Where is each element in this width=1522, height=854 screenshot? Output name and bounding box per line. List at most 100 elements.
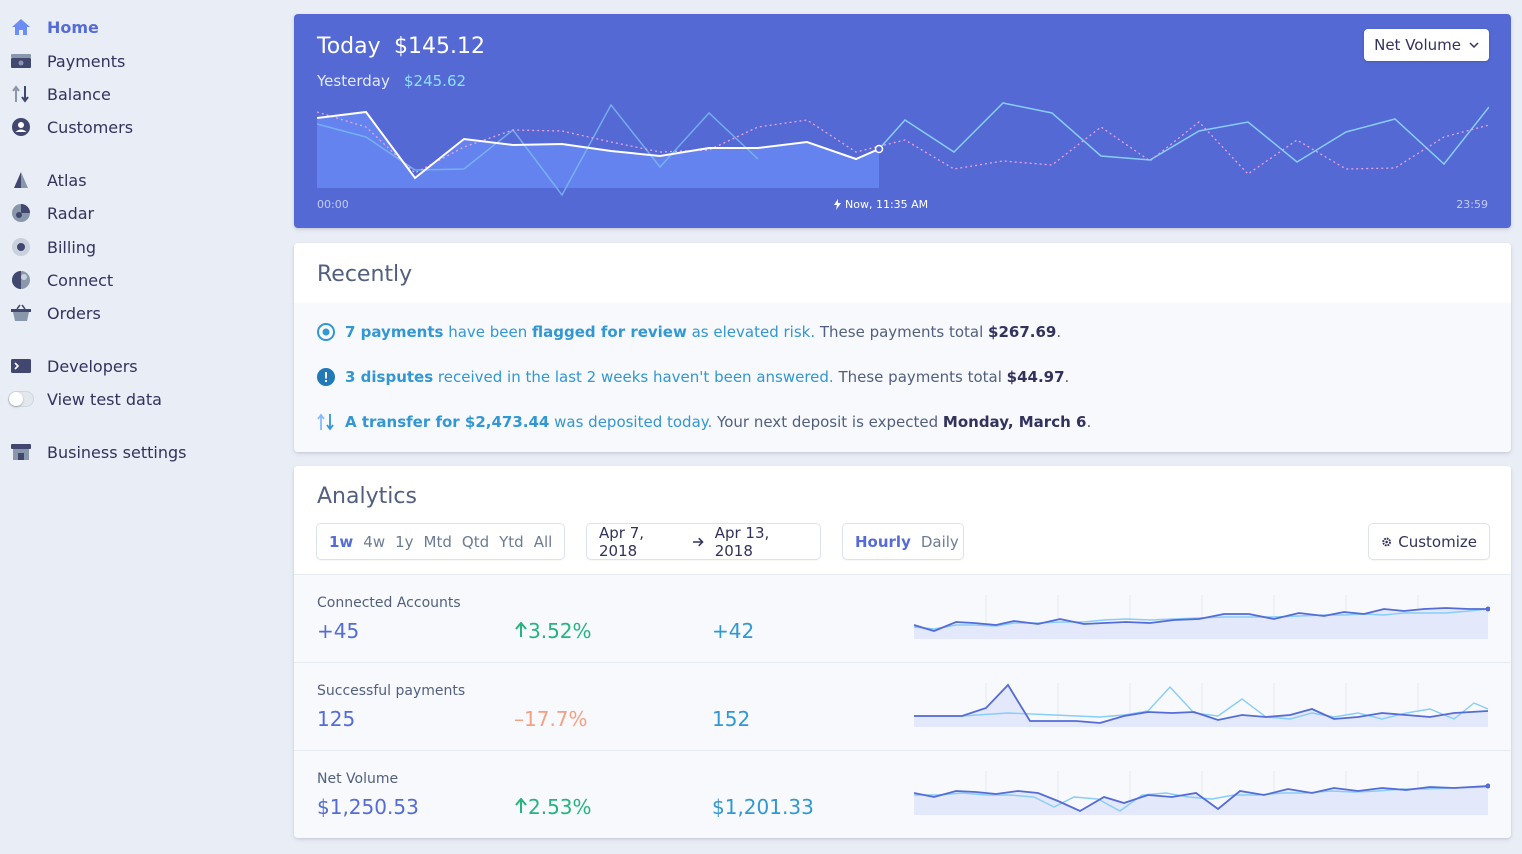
recently-card: Recently 7 payments have been flagged fo… — [294, 243, 1511, 452]
sidebar-item-view-test-data[interactable]: View test data — [7, 386, 162, 412]
sidebar-item-customers[interactable]: Customers — [10, 114, 133, 140]
review-link[interactable]: flagged for review — [532, 323, 687, 341]
sidebar-item-label: Balance — [47, 84, 111, 104]
alert-icon — [317, 368, 335, 386]
metric-row-net-volume[interactable]: Net Volume $1,250.53 2.53% $1,201.33 — [294, 750, 1511, 838]
today-value: $145.12 — [394, 34, 485, 59]
recently-list: 7 payments have been flagged for review … — [294, 303, 1511, 452]
net-volume-sparkline — [914, 771, 1490, 815]
date-to: Apr 13, 2018 — [714, 523, 770, 560]
sidebar-item-developers[interactable]: Developers — [10, 353, 138, 379]
date-range-picker[interactable]: Apr 7, 2018 Apr 13, 2018 — [587, 523, 820, 560]
row-text: These payments total — [833, 368, 1007, 386]
range-selector: 1w 4w 1y Mtd Qtd Ytd All — [317, 524, 564, 559]
range-ytd[interactable]: Ytd — [499, 532, 524, 551]
payments-icon — [10, 50, 32, 72]
granularity-daily[interactable]: Daily — [920, 532, 959, 551]
metric-previous: 152 — [712, 707, 751, 731]
sidebar-item-billing[interactable]: Billing — [10, 234, 96, 260]
range-mtd[interactable]: Mtd — [423, 532, 452, 551]
customers-icon — [10, 116, 32, 138]
metric-label: Successful payments — [317, 683, 466, 699]
axis-start-label: 00:00 — [317, 198, 349, 211]
sidebar-item-connect[interactable]: Connect — [10, 267, 113, 293]
date-from: Apr 7, 2018 — [599, 523, 645, 560]
sidebar-item-payments[interactable]: Payments — [10, 48, 125, 74]
now-time: Now, 11:35 AM — [845, 198, 929, 211]
metric-previous: $1,201.33 — [712, 795, 814, 819]
home-icon — [10, 16, 32, 38]
yesterday-line — [878, 102, 1489, 166]
row-amount: $44.97 — [1006, 368, 1065, 386]
range-all[interactable]: All — [533, 532, 553, 551]
sidebar-item-orders[interactable]: Orders — [10, 300, 101, 326]
successful-payments-sparkline — [914, 683, 1489, 727]
radar-eye-icon — [317, 323, 335, 341]
sidebar-item-home[interactable]: Home — [10, 14, 99, 40]
yesterday-partial-line — [317, 103, 759, 197]
arrow-up-icon — [515, 797, 527, 813]
range-4w[interactable]: 4w — [363, 532, 386, 551]
connect-icon — [10, 269, 32, 291]
balance-icon — [10, 83, 32, 105]
metric-row-connected-accounts[interactable]: Connected Accounts +45 3.52% +42 — [294, 574, 1511, 662]
customize-button[interactable]: Customize — [1369, 524, 1489, 559]
row-text: have been — [443, 323, 533, 341]
range-1y[interactable]: 1y — [395, 532, 414, 551]
connected-accounts-sparkline — [914, 595, 1490, 639]
billing-icon — [10, 236, 32, 258]
lightning-icon — [834, 199, 841, 210]
yesterday-label: Yesterday — [317, 72, 390, 90]
sidebar-item-atlas[interactable]: Atlas — [10, 167, 87, 193]
sidebar-item-label: Atlas — [47, 170, 87, 190]
sidebar-item-business-settings[interactable]: Business settings — [10, 439, 186, 465]
metric-previous: +42 — [712, 619, 755, 643]
list-item: A transfer for $2,473.44 was deposited t… — [317, 413, 1091, 431]
metric-value: $1,250.53 — [317, 795, 419, 819]
sidebar-item-label: Radar — [47, 203, 95, 223]
metric-change: 2.53% — [514, 795, 592, 819]
sidebar-item-label: View test data — [47, 389, 162, 409]
net-volume-dropdown[interactable]: Net Volume — [1364, 29, 1489, 61]
gear-icon — [1382, 537, 1391, 546]
analytics-card: Analytics 1w 4w 1y Mtd Qtd Ytd All Apr 7… — [294, 466, 1511, 838]
sidebar-item-radar[interactable]: Radar — [10, 200, 94, 226]
granularity-hourly[interactable]: Hourly — [855, 532, 911, 551]
analytics-title: Analytics — [294, 466, 1511, 522]
row-text: These payments total — [815, 323, 989, 341]
sidebar-item-label: Billing — [47, 237, 97, 257]
sidebar-item-balance[interactable]: Balance — [10, 81, 111, 107]
transfer-icon — [317, 413, 335, 431]
flagged-payments-link[interactable]: 7 payments — [345, 323, 444, 341]
row-text: . — [1056, 323, 1062, 341]
row-text[interactable]: received in the last 2 weeks haven't bee… — [433, 368, 834, 386]
row-amount: $267.69 — [988, 323, 1057, 341]
sidebar-item-label: Payments — [47, 51, 126, 71]
row-text: . — [1064, 368, 1070, 386]
metric-change-value: 2.53% — [528, 795, 592, 819]
row-date: Monday, March 6 — [942, 413, 1087, 431]
list-item: 7 payments have been flagged for review … — [317, 323, 1061, 341]
orders-icon — [10, 302, 32, 324]
disputes-link[interactable]: 3 disputes — [345, 368, 434, 386]
radar-icon — [10, 202, 32, 224]
sidebar: Home Payments Balance Customers Atlas Ra… — [0, 0, 290, 854]
dropdown-label: Net Volume — [1374, 36, 1461, 54]
now-marker — [874, 144, 884, 154]
metric-row-successful-payments[interactable]: Successful payments 125 –17.7% 152 — [294, 662, 1511, 750]
today-line — [317, 110, 880, 180]
granularity-selector: Hourly Daily — [843, 524, 963, 559]
test-data-toggle[interactable] — [7, 388, 35, 410]
range-qtd[interactable]: Qtd — [461, 532, 490, 551]
metric-label: Connected Accounts — [317, 595, 461, 611]
metric-value: 125 — [317, 707, 356, 731]
range-1w[interactable]: 1w — [329, 532, 354, 551]
metric-change: 3.52% — [514, 619, 592, 643]
row-text[interactable]: was deposited today. — [549, 413, 713, 431]
transfer-link[interactable]: A transfer for $2,473.44 — [345, 413, 550, 431]
today-label: Today — [317, 34, 381, 59]
metric-change-value: 3.52% — [528, 619, 592, 643]
recently-title: Recently — [294, 243, 1511, 303]
sidebar-item-label: Orders — [47, 303, 101, 323]
axis-end-label: 23:59 — [1456, 198, 1488, 211]
